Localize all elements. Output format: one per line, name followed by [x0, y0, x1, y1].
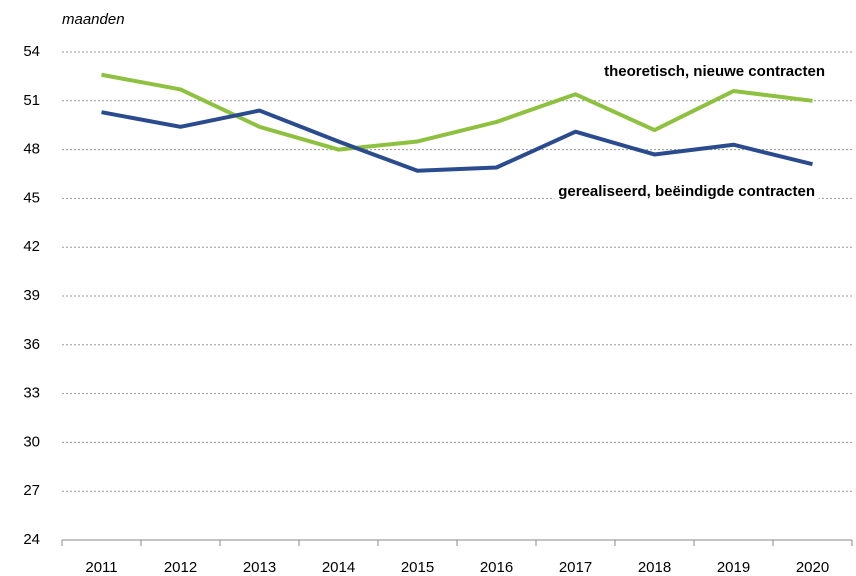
y-tick-label: 42: [23, 238, 40, 255]
y-tick-label: 45: [23, 189, 40, 206]
x-tick-label: 2012: [164, 559, 197, 576]
series-line: [101, 108, 813, 173]
y-tick-label: 39: [23, 287, 40, 304]
label-background: [554, 180, 819, 202]
y-tick-label: 51: [23, 92, 40, 109]
label-background: [600, 60, 829, 82]
x-tick-label: 2017: [559, 559, 592, 576]
y-axis-label: maanden: [62, 11, 125, 28]
x-tick-label: 2011: [85, 559, 117, 576]
y-tick-label: 54: [23, 43, 40, 60]
y-tick-label: 36: [23, 336, 40, 353]
y-tick-label: 30: [23, 433, 40, 450]
y-tick-label: 33: [23, 385, 40, 402]
x-tick-label: 2014: [322, 559, 355, 576]
x-tick-label: 2019: [717, 559, 750, 576]
x-tick-label: 2013: [243, 559, 276, 576]
x-tick-label: 2016: [480, 559, 513, 576]
y-tick-label: 27: [23, 482, 40, 499]
x-tick-label: 2015: [401, 559, 434, 576]
series-label: gerealiseerd, beëindigde contracten: [558, 183, 815, 200]
series-line: [101, 72, 813, 152]
y-tick-label: 48: [23, 141, 40, 158]
series-label: theoretisch, nieuwe contracten: [604, 63, 825, 80]
x-tick-label: 2018: [638, 559, 671, 576]
y-tick-label: 24: [23, 531, 40, 548]
x-tick-label: 2020: [796, 559, 829, 576]
